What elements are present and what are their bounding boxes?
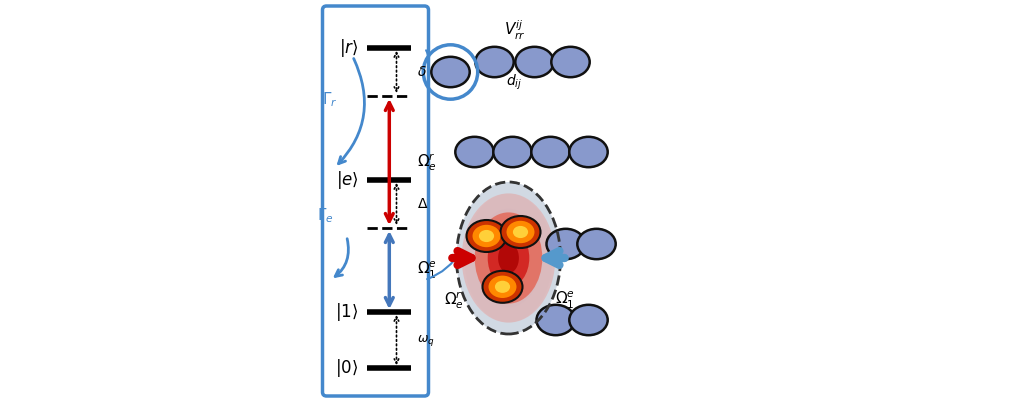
- Text: $|1\rangle$: $|1\rangle$: [335, 301, 359, 323]
- FancyArrowPatch shape: [426, 50, 428, 59]
- Ellipse shape: [464, 193, 552, 322]
- Ellipse shape: [569, 137, 608, 167]
- Ellipse shape: [500, 216, 540, 248]
- Text: $\Gamma_r$: $\Gamma_r$: [322, 91, 337, 109]
- Ellipse shape: [475, 212, 542, 304]
- Text: $V_{rr}^{ij}$: $V_{rr}^{ij}$: [503, 18, 526, 42]
- Ellipse shape: [506, 221, 534, 243]
- Text: $\Delta$: $\Delta$: [417, 197, 428, 211]
- Text: $\Omega_e^r$: $\Omega_e^r$: [417, 151, 438, 173]
- Ellipse shape: [476, 47, 514, 77]
- Ellipse shape: [551, 47, 589, 77]
- Text: $\Omega_e^r$: $\Omega_e^r$: [444, 289, 463, 311]
- Text: $\delta$: $\delta$: [417, 65, 427, 79]
- Ellipse shape: [432, 57, 469, 87]
- Ellipse shape: [489, 276, 517, 298]
- Ellipse shape: [475, 209, 542, 307]
- Text: $|0\rangle$: $|0\rangle$: [335, 357, 359, 379]
- Ellipse shape: [461, 193, 556, 322]
- Ellipse shape: [493, 137, 532, 167]
- Ellipse shape: [531, 137, 570, 167]
- Ellipse shape: [577, 229, 616, 259]
- Ellipse shape: [488, 229, 529, 287]
- Ellipse shape: [546, 229, 585, 259]
- Text: $|r\rangle$: $|r\rangle$: [339, 37, 359, 59]
- Ellipse shape: [455, 137, 494, 167]
- Ellipse shape: [456, 182, 561, 334]
- Text: $\Gamma_e$: $\Gamma_e$: [317, 207, 334, 225]
- FancyBboxPatch shape: [323, 6, 428, 396]
- Text: $\Omega_1^e$: $\Omega_1^e$: [555, 290, 575, 310]
- Ellipse shape: [516, 47, 554, 77]
- Ellipse shape: [479, 230, 494, 242]
- Text: $\Omega_1^e$: $\Omega_1^e$: [417, 260, 438, 280]
- Ellipse shape: [456, 182, 561, 334]
- Ellipse shape: [466, 220, 506, 252]
- Text: $|e\rangle$: $|e\rangle$: [335, 169, 359, 191]
- Ellipse shape: [536, 305, 575, 335]
- FancyArrowPatch shape: [427, 250, 461, 279]
- Ellipse shape: [495, 281, 510, 293]
- Ellipse shape: [473, 225, 500, 247]
- Ellipse shape: [512, 226, 528, 238]
- Text: $d_{ij}$: $d_{ij}$: [506, 72, 523, 92]
- Text: $\omega_q$: $\omega_q$: [417, 332, 435, 348]
- Ellipse shape: [498, 243, 519, 273]
- Ellipse shape: [483, 271, 523, 303]
- Ellipse shape: [569, 305, 608, 335]
